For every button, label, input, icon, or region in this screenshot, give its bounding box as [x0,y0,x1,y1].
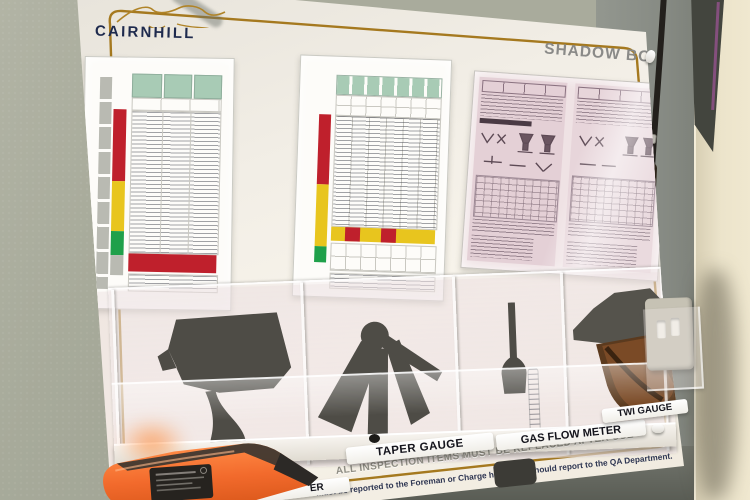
status-green-cell [314,246,327,263]
header-green-cell [131,73,163,99]
inspection-chart-1 [87,62,229,304]
status-red-band [128,253,217,274]
status-red-cell [112,109,127,182]
brand-text: CAIRNHILL [94,22,196,43]
document-sleeve-2 [291,54,453,302]
chart2-grid [329,242,437,275]
status-green-cell [110,231,124,256]
ir-thermometer-tool [103,443,319,500]
status-red-cell [316,114,332,185]
tool-shadow-taper-gauge-icon [317,321,443,435]
mounting-knob [369,434,380,443]
cast-shadow [694,270,736,500]
document-sleeve-3 [460,70,672,282]
chart1-text-body [128,110,222,256]
glare-overlay [461,71,671,281]
acrylic-corner-overhang [642,306,705,392]
status-red-cell [380,228,397,243]
mounting-pin [652,424,664,433]
col-line [187,112,192,254]
header-green-cell [163,74,193,99]
horse-icon [116,5,226,28]
inspection-chart-2 [299,61,445,295]
chart2-text-body [331,114,442,231]
col-line [159,112,164,254]
gas-meter-bulb [492,457,538,489]
status-yellow-cell [110,181,126,232]
chart1-gray-cell [110,255,124,276]
status-red-cell [344,227,361,242]
status-yellow-band [330,226,436,245]
header-green-cell [193,74,223,100]
cairnhill-logo: CAIRNHILL [95,2,245,54]
document-sleeve-1 [81,55,235,312]
status-yellow-cell [314,184,329,247]
tool-shadow-gas-flow-meter-icon [501,302,527,394]
